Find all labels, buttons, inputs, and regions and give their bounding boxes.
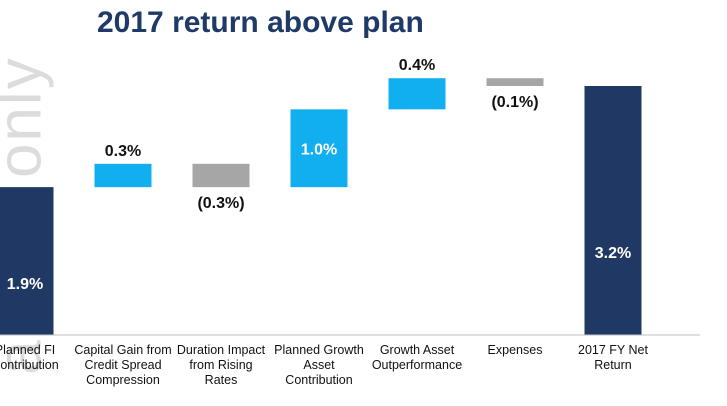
category-label-7: 2017 FY Net Return xyxy=(578,343,648,372)
category-label-5: Growth Asset Outperformance xyxy=(371,343,463,372)
category-label-6: Expenses xyxy=(487,343,543,357)
data-label-6: (0.1%) xyxy=(491,94,538,111)
category-label-4: Planned Growth Asset Contribution xyxy=(274,343,364,387)
bar-1 xyxy=(0,187,54,335)
chart-title: 2017 return above plan xyxy=(97,6,424,39)
bar-5 xyxy=(388,78,446,110)
data-label-2: 0.3% xyxy=(105,143,141,160)
category-label-1: Planned FI Contribution xyxy=(0,343,59,372)
bar-4 xyxy=(290,109,348,188)
data-label-7: 3.2% xyxy=(595,245,631,262)
bar-3 xyxy=(192,163,250,188)
category-label-2: Capital Gain from Credit Spread Compress… xyxy=(74,343,172,387)
bar-7 xyxy=(584,86,642,335)
data-label-3: (0.3%) xyxy=(197,195,244,212)
bar-6 xyxy=(486,78,544,86)
data-label-1: 1.9% xyxy=(7,276,43,293)
bar-2 xyxy=(94,163,152,188)
data-label-4: 1.0% xyxy=(301,141,337,158)
data-label-5: 0.4% xyxy=(399,57,435,74)
category-label-3: Duration Impact from Rising Rates xyxy=(176,343,266,387)
